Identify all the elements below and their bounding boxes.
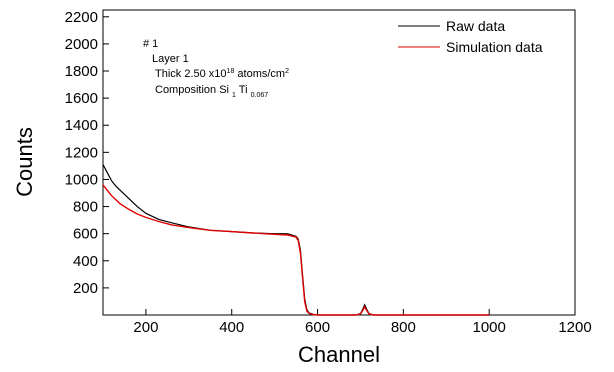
y-tick-label: 1200 [65,144,98,161]
y-axis-title: Counts [12,127,37,197]
annotation-composition: Composition Si 1 Ti 0.067 [155,84,268,99]
x-tick-label: 400 [219,319,244,336]
y-tick-label: 200 [73,280,98,297]
legend-label-simulation: Simulation data [446,39,543,55]
y-tick-label: 800 [73,199,98,216]
y-tick-label: 2200 [65,9,98,26]
y-tick-label: 1600 [65,90,98,107]
legend: Raw data Simulation data [398,18,543,55]
annotation-thickness: Thick 2.50 x1018 atoms/cm2 [155,68,289,80]
axis-ticks: 200 400 600 800 1000 1200 200 400 600 800 1000 1200… [65,9,592,336]
y-tick-label: 400 [73,253,98,270]
annotation-line1: # 1 [143,38,158,50]
series-lines [102,164,490,316]
y-tick-label: 1000 [65,171,98,188]
legend-label-raw: Raw data [446,18,505,34]
annotation-block: # 1 Layer 1 Thick 2.50 x1018 atoms/cm2 C… [143,38,289,99]
y-tick-label: 600 [73,226,98,243]
x-tick-label: 600 [305,319,330,336]
y-tick-label: 1400 [65,117,98,134]
y-tick-label: 2000 [65,36,98,53]
x-tick-label: 1000 [472,319,505,336]
x-tick-label: 200 [133,319,158,336]
x-tick-label: 1200 [558,319,591,336]
x-axis-title: Channel [298,342,380,367]
series-line-simulation [102,184,490,316]
annotation-line2: Layer 1 [152,53,189,65]
y-tick-label: 1800 [65,63,98,80]
series-line-raw [102,164,490,316]
x-tick-label: 800 [391,319,416,336]
